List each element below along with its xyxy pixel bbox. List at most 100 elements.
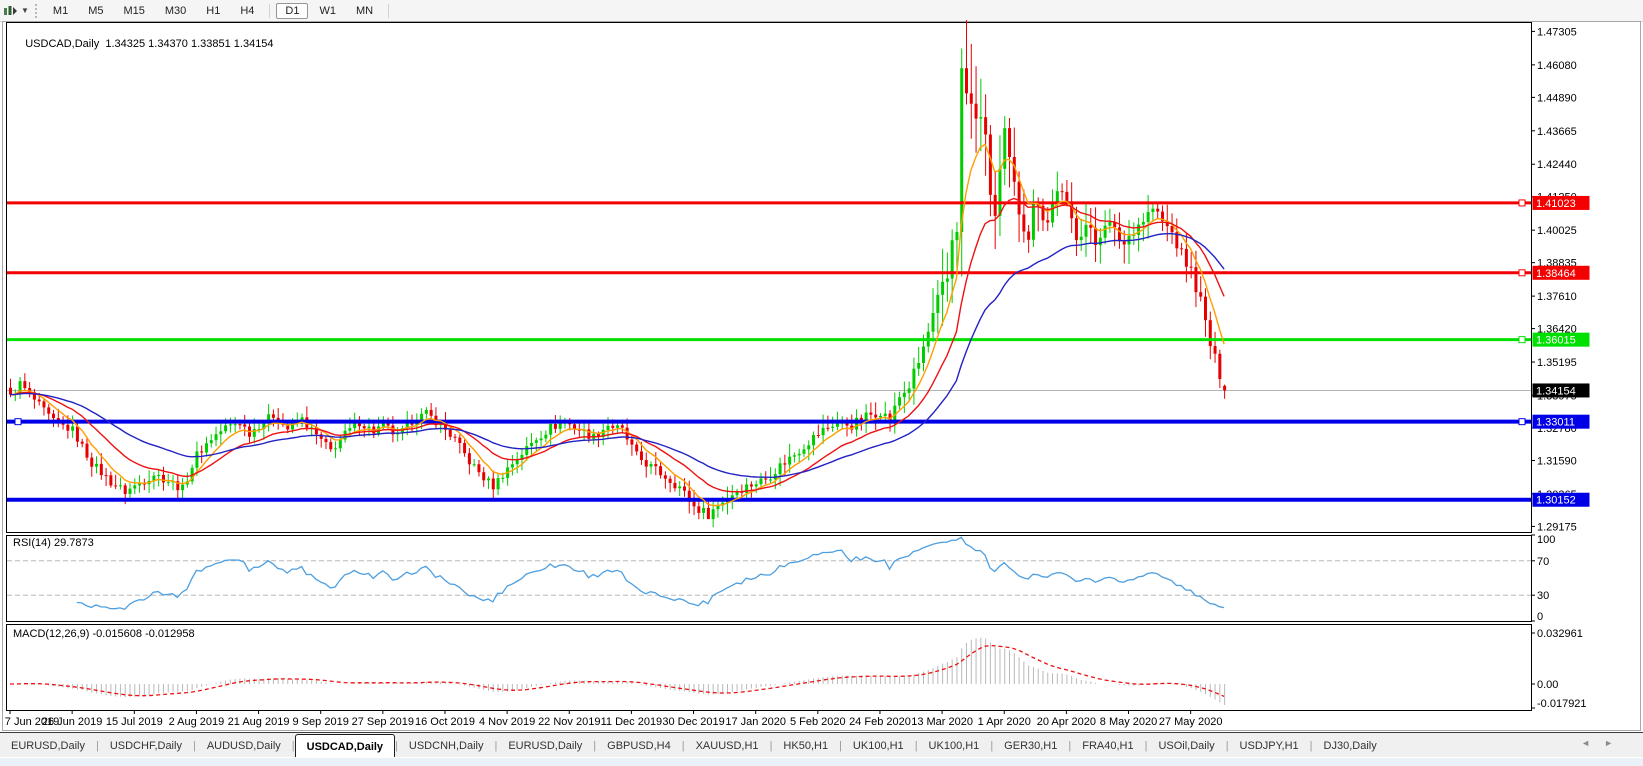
rsi-tick-label: 100 <box>1537 534 1555 546</box>
bottom-strip <box>0 757 1643 766</box>
macd-tick-label: 0.032961 <box>1537 628 1583 640</box>
time-tick-label: 27 May 2020 <box>1159 716 1223 728</box>
rsi-line <box>76 536 1225 611</box>
price-tick-label: 1.42440 <box>1537 159 1577 171</box>
ma-slow-line <box>10 232 1225 479</box>
main-price-panel <box>6 22 1532 533</box>
price-label-box: 1.36015 <box>1532 332 1590 347</box>
chart-tab-fra40-h1[interactable]: FRA40,H1 <box>1082 739 1134 752</box>
toolbar-separator <box>269 3 271 18</box>
chevron-down-icon[interactable]: ▼ <box>21 6 29 15</box>
chart-tab-usdcad-daily[interactable]: USDCAD,Daily <box>294 734 396 758</box>
tab-divider: | <box>494 739 498 752</box>
ma-medium-line <box>10 197 1225 493</box>
price-label-box: 1.41023 <box>1532 195 1590 210</box>
price-tick-label: 1.36420 <box>1537 324 1577 336</box>
time-tick-label: 27 Sep 2019 <box>352 716 414 728</box>
chart-tab-ger30-h1[interactable]: GER30,H1 <box>1004 739 1058 752</box>
price-tick-label: 1.31590 <box>1537 455 1577 467</box>
time-tick-label: 21 Aug 2019 <box>228 716 290 728</box>
price-tick-label: 1.47305 <box>1537 26 1577 38</box>
toolbar-drag-grip <box>34 3 37 18</box>
time-tick-label: 20 Apr 2020 <box>1037 716 1096 728</box>
timeframe-button-w1[interactable]: W1 <box>319 4 336 17</box>
price-tick-label: 1.46080 <box>1537 60 1577 72</box>
macd-tick-label: -0.017921 <box>1537 698 1587 710</box>
rsi-panel <box>6 535 1532 622</box>
svg-text:1.41023: 1.41023 <box>1536 198 1576 210</box>
price-tick-label: 1.43665 <box>1537 126 1577 138</box>
svg-text:1.34154: 1.34154 <box>1536 385 1576 397</box>
time-tick-label: 24 Feb 2020 <box>849 716 911 728</box>
chart-tab-dj30-daily[interactable]: DJ30,Daily <box>1323 739 1377 752</box>
chart-tab-audusd-daily[interactable]: AUDUSD,Daily <box>206 739 281 752</box>
tab-divider: | <box>1068 739 1072 752</box>
timeframe-button-d1[interactable]: D1 <box>276 2 309 19</box>
time-tick-label: 2 Aug 2019 <box>169 716 225 728</box>
timeframe-button-m30[interactable]: M30 <box>164 4 187 17</box>
line-handle <box>14 418 22 426</box>
chart-tab-usoil-daily[interactable]: USOil,Daily <box>1158 739 1215 752</box>
tab-divider: | <box>291 739 295 752</box>
time-tick-label: 1 Apr 2020 <box>978 716 1031 728</box>
line-handle <box>1518 269 1526 277</box>
svg-text:1.36015: 1.36015 <box>1536 335 1576 347</box>
tab-scroll-right-icon[interactable]: ► <box>1604 738 1627 748</box>
svg-text:1.38464: 1.38464 <box>1536 268 1576 280</box>
timeframe-button-m1[interactable]: M1 <box>52 4 69 17</box>
tab-divider: | <box>914 739 918 752</box>
chart-tab-eurusd-daily[interactable]: EURUSD,Daily <box>11 739 85 752</box>
svg-text:1.30152: 1.30152 <box>1536 495 1576 507</box>
tab-divider: | <box>1309 739 1313 752</box>
chart-tab-xauusd-h1[interactable]: XAUUSD,H1 <box>695 739 759 752</box>
price-axis: 1.473051.460801.448901.436651.424401.412… <box>1531 26 1577 533</box>
price-tick-label: 1.40025 <box>1537 225 1577 237</box>
price-tick-label: 1.37610 <box>1537 291 1577 303</box>
timeframe-button-m5[interactable]: M5 <box>88 4 104 17</box>
macd-signal-line <box>10 644 1225 697</box>
timeframe-button-h1[interactable]: H1 <box>206 4 221 17</box>
timeframe-button-mn[interactable]: MN <box>355 4 374 17</box>
line-handle <box>1518 336 1526 344</box>
price-tick-label: 1.29175 <box>1537 521 1577 533</box>
tab-divider: | <box>681 739 685 752</box>
tab-divider: | <box>192 739 196 752</box>
chart-tab-uk100-h1[interactable]: UK100,H1 <box>852 739 904 752</box>
chart-tab-uk100-h1[interactable]: UK100,H1 <box>928 739 980 752</box>
macd-series: 0.032961 0.00 -0.017921 <box>10 628 1587 710</box>
tab-divider: | <box>1144 739 1148 752</box>
timeframe-buttons: M1 M5 M15 M30 H1 H4 D1 W1 MN <box>43 2 394 19</box>
price-label-box: 1.33011 <box>1532 414 1590 429</box>
macd-panel <box>6 624 1532 711</box>
price-tick-label: 1.35195 <box>1537 357 1577 369</box>
tab-scroll-left-icon[interactable]: ◄ <box>1581 738 1605 748</box>
toolbar-separator <box>388 3 390 18</box>
chart-tab-hk50-h1[interactable]: HK50,H1 <box>783 739 829 752</box>
timeframe-toolbar: ▼ M1 M5 M15 M30 H1 H4 D1 W1 MN <box>0 0 1643 22</box>
line-handle <box>1518 418 1526 426</box>
time-tick-label: 7 Jun 2019 <box>5 716 59 728</box>
chart-canvas[interactable]: 1.473051.460801.448901.436651.424401.412… <box>0 20 1643 732</box>
chart-tab-usdjpy-h1[interactable]: USDJPY,H1 <box>1239 739 1299 752</box>
time-tick-label: 15 Jul 2019 <box>106 716 163 728</box>
periods-icon[interactable] <box>3 4 18 18</box>
tab-divider: | <box>395 739 398 752</box>
chart-tab-usdchf-daily[interactable]: USDCHF,Daily <box>109 739 182 752</box>
price-label-box: 1.34154 <box>1532 383 1590 398</box>
timeframe-button-h4[interactable]: H4 <box>240 4 255 17</box>
tab-divider: | <box>839 739 842 752</box>
line-handle <box>1518 199 1526 207</box>
time-tick-label: 17 Jan 2020 <box>725 716 786 728</box>
tab-divider: | <box>1225 739 1229 752</box>
price-label-box: 1.30152 <box>1532 492 1590 507</box>
chart-tab-gbpusd-h4[interactable]: GBPUSD,H4 <box>607 739 671 752</box>
chart-tab-eurusd-daily[interactable]: EURUSD,Daily <box>508 739 583 752</box>
time-tick-label: 8 May 2020 <box>1100 716 1157 728</box>
timeframe-button-m15[interactable]: M15 <box>123 4 145 17</box>
time-tick-label: 5 Feb 2020 <box>790 716 846 728</box>
chart-tab-usdcnh-daily[interactable]: USDCNH,Daily <box>408 739 484 752</box>
macd-tick-label: 0.00 <box>1537 679 1558 691</box>
rsi-series: 100 70 30 0 <box>7 534 1555 623</box>
